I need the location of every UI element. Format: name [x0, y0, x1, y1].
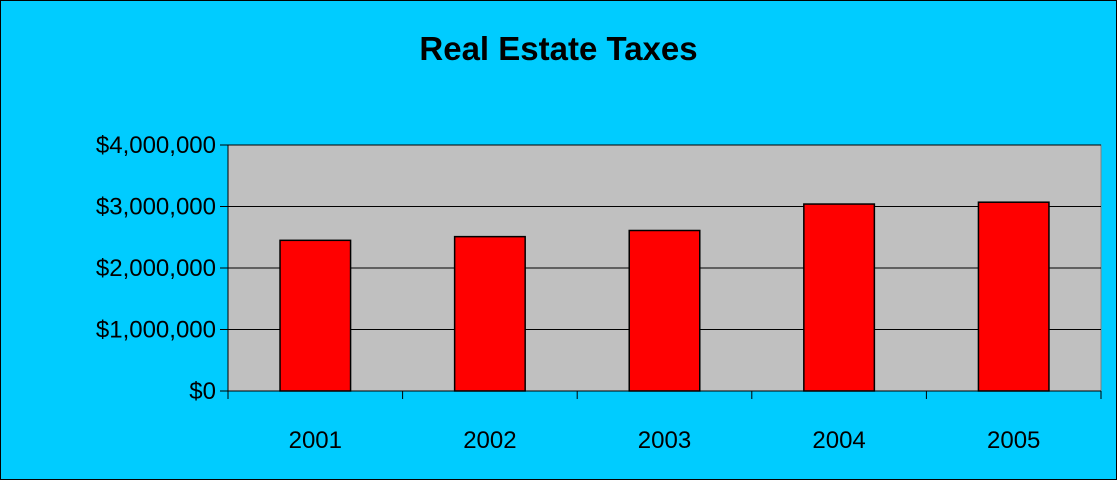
- bar-2001: [279, 239, 352, 392]
- x-tick-label-2004: 2004: [812, 427, 865, 454]
- x-tick-label-2002: 2002: [463, 427, 516, 454]
- y-tick-label-3: $3,000,000: [96, 194, 216, 221]
- y-tick-label-4: $4,000,000: [96, 132, 216, 159]
- y-tick-labels: $0 $1,000,000 $2,000,000 $3,000,000 $4,000,0…: [96, 132, 216, 405]
- bar-2004: [803, 203, 876, 392]
- y-tick-label-2: $2,000,000: [96, 255, 216, 282]
- axes: [220, 144, 1102, 399]
- y-tick-label-1: $1,000,000: [96, 317, 216, 344]
- x-tick-labels: 2001 2002 2003 2004 2005: [289, 427, 1041, 454]
- x-tick-label-2001: 2001: [289, 427, 342, 454]
- x-tick-label-2005: 2005: [987, 427, 1040, 454]
- bars: [279, 201, 1050, 392]
- chart-title: Real Estate Taxes: [419, 30, 698, 67]
- bar-2002: [453, 235, 526, 392]
- y-tick-label-0: $0: [189, 378, 216, 405]
- bar-2005: [977, 201, 1050, 392]
- x-tick-label-2003: 2003: [638, 427, 691, 454]
- bar-2003: [628, 229, 701, 392]
